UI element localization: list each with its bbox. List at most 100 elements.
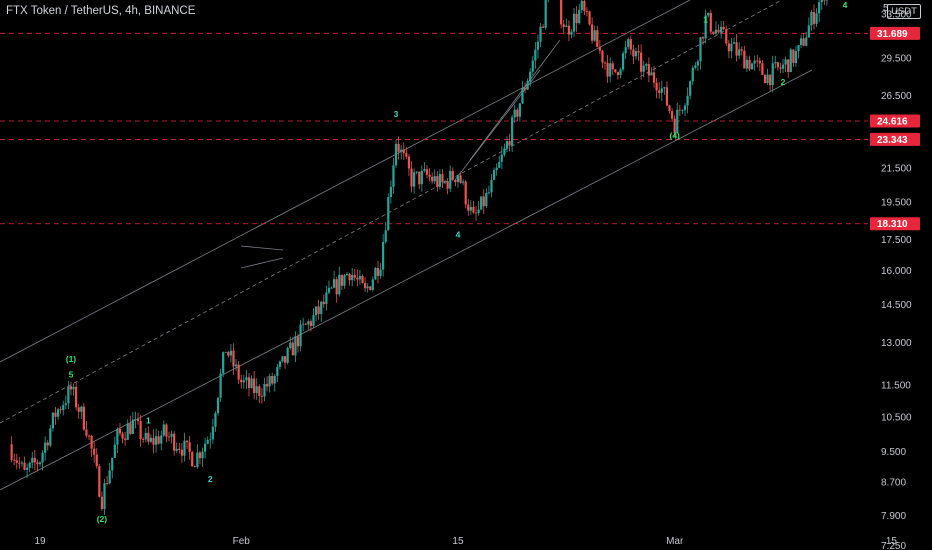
candle-body [707, 12, 710, 16]
candle-body [632, 49, 635, 57]
candle-body [720, 26, 723, 33]
candle-body [428, 174, 431, 177]
price-axis[interactable]: 51.50045.50037.50033.50029.50026.50021.5… [881, 0, 912, 550]
candle-body [165, 424, 168, 437]
candle-body [343, 275, 346, 286]
candle-body [405, 153, 408, 157]
candle-body [727, 43, 730, 52]
candle-body [224, 351, 227, 353]
candle-body [136, 419, 140, 422]
price-tick-label: 9.500 [881, 447, 906, 458]
candle-body [627, 39, 630, 48]
candle-body [253, 378, 256, 394]
candle-body [379, 269, 382, 276]
candle-body [438, 174, 441, 187]
price-tick-label: 16.000 [881, 266, 912, 277]
wave-label: 2 [208, 474, 213, 484]
candle-body [170, 433, 173, 437]
candle-body [565, 25, 568, 28]
candle-body [41, 452, 44, 463]
candle-body [129, 423, 132, 434]
candle-body [335, 279, 338, 295]
candle-body [689, 81, 692, 96]
candle-body [596, 30, 599, 48]
candle-body [807, 25, 810, 38]
candle-body [33, 457, 36, 463]
candle-body [580, 0, 583, 10]
candle-body [696, 61, 699, 66]
candle-body [609, 63, 612, 77]
candle-body [776, 62, 779, 68]
candle-body [750, 63, 754, 70]
candle-body [539, 26, 542, 42]
candle-body [436, 176, 439, 187]
candle-body [800, 38, 803, 46]
candle-body [652, 72, 656, 83]
candle-body [191, 451, 194, 467]
candle-body [583, 0, 586, 12]
wave-label: 2 [781, 77, 786, 87]
candle-body [774, 62, 777, 64]
candle-body [601, 50, 604, 63]
candle-body [255, 386, 258, 394]
candle-body [511, 117, 514, 146]
candle-body [374, 267, 377, 280]
candle-body [111, 457, 114, 471]
price-tick-label: 7.250 [881, 541, 906, 550]
price-tick-label: 11.500 [881, 381, 911, 392]
candle-body [683, 105, 687, 111]
wave-label: 1 [703, 14, 708, 24]
candle-body [637, 51, 640, 53]
candle-body [787, 59, 790, 73]
channel-mid-line [0, 0, 781, 424]
candle-body [400, 149, 403, 152]
candle-body [82, 406, 85, 430]
candle-body [116, 428, 119, 445]
candle-body [825, 0, 828, 1]
candle-body [402, 149, 405, 154]
candle-body [85, 429, 88, 436]
candle-body [201, 451, 204, 459]
candle-body [366, 286, 369, 289]
candle-body [155, 436, 158, 445]
candle-body [80, 406, 83, 412]
candle-body [139, 421, 142, 440]
candle-body [245, 377, 248, 381]
candle-body [810, 12, 813, 26]
candle-body [495, 167, 498, 171]
candle-body [284, 356, 287, 363]
candle-body [188, 442, 191, 452]
candle-body [492, 170, 496, 180]
candle-body [624, 47, 627, 54]
candle-body [124, 438, 127, 440]
time-tick-label: Mar [666, 536, 684, 547]
candle-body [369, 286, 372, 290]
time-axis[interactable]: 19Feb15Mar1523Apr1220 [34, 536, 932, 547]
candle-body [28, 462, 31, 468]
candle-body [616, 72, 620, 76]
candle-body [722, 26, 725, 30]
candle-body [578, 9, 581, 24]
candle-body [260, 395, 263, 397]
candle-body [542, 26, 545, 28]
candle-body [36, 462, 39, 465]
candle-body [126, 423, 129, 440]
candle-body [44, 442, 47, 453]
candle-body [407, 156, 411, 169]
candle-body [209, 439, 212, 441]
price-tick-label: 13.000 [881, 338, 912, 349]
wave-label: (1) [66, 354, 77, 364]
candle-body [356, 277, 359, 280]
price-tick-label: 26.500 [881, 91, 912, 102]
candle-body [286, 348, 289, 363]
candle-body [640, 52, 643, 72]
currency-badge[interactable]: USDT [887, 4, 921, 19]
candle-body [95, 454, 98, 467]
candle-body [216, 397, 220, 414]
candle-body [196, 452, 199, 468]
candle-body [567, 25, 570, 35]
candle-body [745, 59, 749, 69]
candle-body [619, 69, 622, 76]
